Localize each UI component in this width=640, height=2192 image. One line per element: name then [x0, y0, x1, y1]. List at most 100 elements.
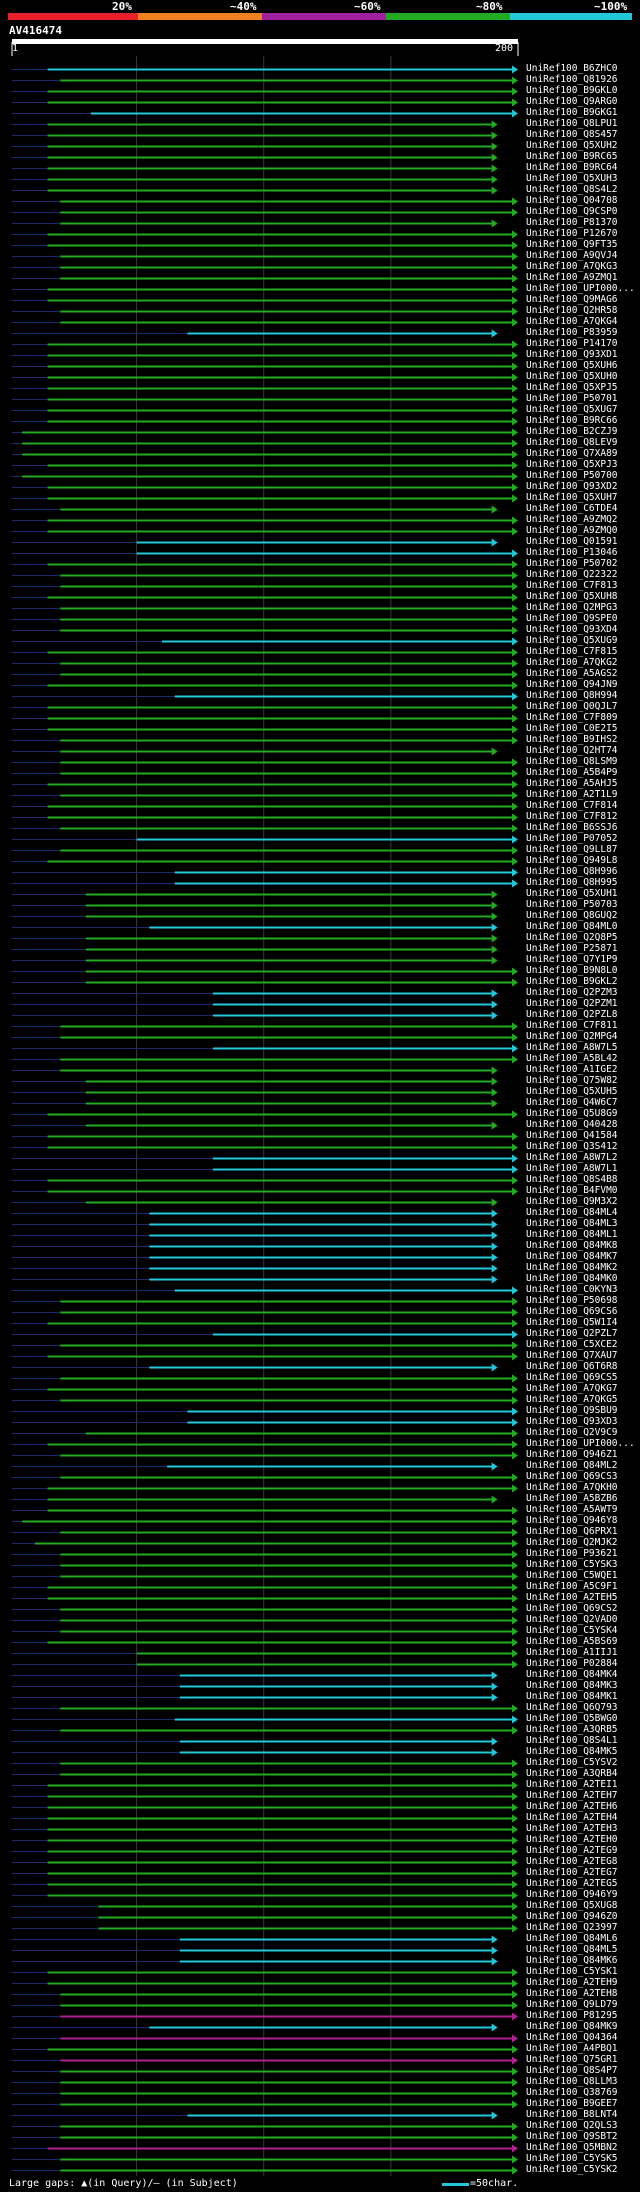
hit-label[interactable]: UniRef100_A7QKG3 — [526, 261, 618, 272]
hit-label[interactable]: UniRef100_Q2PZM1 — [526, 998, 618, 1009]
hit-label[interactable]: UniRef100_C7F815 — [526, 646, 618, 657]
hit-label[interactable]: UniRef100_Q8S4P7 — [526, 2065, 618, 2076]
hit-label[interactable]: UniRef100_C6TDE4 — [526, 503, 618, 514]
hit-label[interactable]: UniRef100_Q8LPU1 — [526, 118, 618, 129]
hit-label[interactable]: UniRef100_Q946Z0 — [526, 1911, 618, 1922]
hit-label[interactable]: UniRef100_Q84ML5 — [526, 1944, 618, 1955]
hit-label[interactable]: UniRef100_Q8LEV9 — [526, 437, 618, 448]
hit-label[interactable]: UniRef100_Q8S4L1 — [526, 1735, 618, 1746]
hit-label[interactable]: UniRef100_Q41584 — [526, 1130, 618, 1141]
hit-label[interactable]: UniRef100_P83959 — [526, 327, 618, 338]
hit-label[interactable]: UniRef100_B4FVM0 — [526, 1185, 618, 1196]
hit-label[interactable]: UniRef100_Q9LL87 — [526, 844, 618, 855]
hit-label[interactable]: UniRef100_Q8S4B8 — [526, 1174, 618, 1185]
hit-label[interactable]: UniRef100_P50702 — [526, 558, 618, 569]
hit-label[interactable]: UniRef100_Q2VAD0 — [526, 1614, 618, 1625]
hit-label[interactable]: UniRef100_Q84ML2 — [526, 1460, 618, 1471]
hit-label[interactable]: UniRef100_Q2PZL8 — [526, 1009, 618, 1020]
hit-label[interactable]: UniRef100_Q93XD1 — [526, 349, 618, 360]
hit-label[interactable]: UniRef100_Q84MK8 — [526, 1240, 618, 1251]
hit-label[interactable]: UniRef100_Q7Y1P9 — [526, 954, 618, 965]
hit-label[interactable]: UniRef100_C7F812 — [526, 811, 618, 822]
hit-label[interactable]: UniRef100_Q84MK0 — [526, 1273, 618, 1284]
hit-label[interactable]: UniRef100_Q9M3X2 — [526, 1196, 618, 1207]
hit-label[interactable]: UniRef100_Q81926 — [526, 74, 618, 85]
hit-label[interactable]: UniRef100_A2TEH3 — [526, 1823, 618, 1834]
hit-label[interactable]: UniRef100_Q2QLS3 — [526, 2120, 618, 2131]
hit-label[interactable]: UniRef100_Q84ML6 — [526, 1933, 618, 1944]
hit-label[interactable]: UniRef100_Q23997 — [526, 1922, 618, 1933]
hit-label[interactable]: UniRef100_Q5XUG8 — [526, 1900, 618, 1911]
hit-label[interactable]: UniRef100_P14170 — [526, 338, 618, 349]
hit-label[interactable]: UniRef100_B2CZJ9 — [526, 426, 618, 437]
hit-label[interactable]: UniRef100_A7QKG2 — [526, 657, 618, 668]
hit-label[interactable]: UniRef100_UPI000... — [526, 1438, 635, 1449]
hit-label[interactable]: UniRef100_B9IHS2 — [526, 734, 618, 745]
hit-label[interactable]: UniRef100_Q75W82 — [526, 1075, 618, 1086]
hit-label[interactable]: UniRef100_A7QKG4 — [526, 316, 618, 327]
hit-label[interactable]: UniRef100_B9GKG1 — [526, 107, 618, 118]
hit-label[interactable]: UniRef100_Q84MK9 — [526, 2021, 618, 2032]
hit-label[interactable]: UniRef100_Q04364 — [526, 2032, 618, 2043]
hit-label[interactable]: UniRef100_Q2MPG4 — [526, 1031, 618, 1042]
hit-label[interactable]: UniRef100_Q93XD2 — [526, 481, 618, 492]
hit-label[interactable]: UniRef100_Q5XUH3 — [526, 173, 618, 184]
hit-label[interactable]: UniRef100_Q9MAG6 — [526, 294, 618, 305]
hit-label[interactable]: UniRef100_Q9CSP0 — [526, 206, 618, 217]
hit-label[interactable]: UniRef100_C5YSK2 — [526, 2164, 618, 2175]
hit-label[interactable]: UniRef100_A2TEG7 — [526, 1867, 618, 1878]
hit-label[interactable]: UniRef100_A2TEH0 — [526, 1834, 618, 1845]
hit-label[interactable]: UniRef100_C5YSV2 — [526, 1757, 618, 1768]
hit-label[interactable]: UniRef100_B9GKL2 — [526, 976, 618, 987]
hit-label[interactable]: UniRef100_Q6PRX1 — [526, 1526, 618, 1537]
hit-label[interactable]: UniRef100_Q84ML0 — [526, 921, 618, 932]
hit-label[interactable]: UniRef100_Q5XPJ5 — [526, 382, 618, 393]
hit-label[interactable]: UniRef100_A5BZB6 — [526, 1493, 618, 1504]
hit-label[interactable]: UniRef100_Q93XD3 — [526, 1416, 618, 1427]
hit-label[interactable]: UniRef100_Q84MK5 — [526, 1746, 618, 1757]
hit-label[interactable]: UniRef100_C5YSK3 — [526, 1559, 618, 1570]
hit-label[interactable]: UniRef100_Q69CS3 — [526, 1471, 618, 1482]
hit-label[interactable]: UniRef100_Q5MBN2 — [526, 2142, 618, 2153]
hit-label[interactable]: UniRef100_Q6Q793 — [526, 1702, 618, 1713]
hit-label[interactable]: UniRef100_Q94JN9 — [526, 679, 618, 690]
hit-label[interactable]: UniRef100_Q9ARG0 — [526, 96, 618, 107]
hit-label[interactable]: UniRef100_P25871 — [526, 943, 618, 954]
hit-label[interactable]: UniRef100_Q8H994 — [526, 690, 618, 701]
hit-label[interactable]: UniRef100_Q0QJL7 — [526, 701, 618, 712]
hit-label[interactable]: UniRef100_Q69CS6 — [526, 1306, 618, 1317]
hit-label[interactable]: UniRef100_A5BL42 — [526, 1053, 618, 1064]
hit-label[interactable]: UniRef100_Q7XAU7 — [526, 1350, 618, 1361]
hit-label[interactable]: UniRef100_Q5BWG0 — [526, 1713, 618, 1724]
hit-label[interactable]: UniRef100_A2TEG9 — [526, 1845, 618, 1856]
hit-label[interactable]: UniRef100_P93621 — [526, 1548, 618, 1559]
hit-label[interactable]: UniRef100_Q946Y8 — [526, 1515, 618, 1526]
hit-label[interactable]: UniRef100_P81370 — [526, 217, 618, 228]
hit-label[interactable]: UniRef100_A3QRB5 — [526, 1724, 618, 1735]
hit-label[interactable]: UniRef100_A2TEH9 — [526, 1977, 618, 1988]
hit-label[interactable]: UniRef100_Q2HT74 — [526, 745, 618, 756]
hit-label[interactable]: UniRef100_P81295 — [526, 2010, 618, 2021]
hit-label[interactable]: UniRef100_B9GEE7 — [526, 2098, 618, 2109]
hit-label[interactable]: UniRef100_Q2PZM3 — [526, 987, 618, 998]
hit-label[interactable]: UniRef100_A1IIJ1 — [526, 1647, 618, 1658]
hit-label[interactable]: UniRef100_B6SSJ6 — [526, 822, 618, 833]
hit-label[interactable]: UniRef100_C7F813 — [526, 580, 618, 591]
hit-label[interactable]: UniRef100_B9RC66 — [526, 415, 618, 426]
hit-label[interactable]: UniRef100_Q69CS5 — [526, 1372, 618, 1383]
hit-label[interactable]: UniRef100_A2TEH4 — [526, 1812, 618, 1823]
hit-label[interactable]: UniRef100_A9ZMQ1 — [526, 272, 618, 283]
hit-label[interactable]: UniRef100_Q9FT35 — [526, 239, 618, 250]
hit-label[interactable]: UniRef100_Q5XUH7 — [526, 492, 618, 503]
hit-label[interactable]: UniRef100_Q84ML1 — [526, 1229, 618, 1240]
hit-label[interactable]: UniRef100_Q2MPG3 — [526, 602, 618, 613]
hit-label[interactable]: UniRef100_A3QRB4 — [526, 1768, 618, 1779]
hit-label[interactable]: UniRef100_A7QKH0 — [526, 1482, 618, 1493]
hit-label[interactable]: UniRef100_C5YSK1 — [526, 1966, 618, 1977]
hit-label[interactable]: UniRef100_UPI000... — [526, 283, 635, 294]
hit-label[interactable]: UniRef100_A2TEH8 — [526, 1988, 618, 1999]
hit-label[interactable]: UniRef100_P50700 — [526, 470, 618, 481]
hit-label[interactable]: UniRef100_P07052 — [526, 833, 618, 844]
hit-label[interactable]: UniRef100_A5AGS2 — [526, 668, 618, 679]
hit-label[interactable]: UniRef100_A7QKG7 — [526, 1383, 618, 1394]
